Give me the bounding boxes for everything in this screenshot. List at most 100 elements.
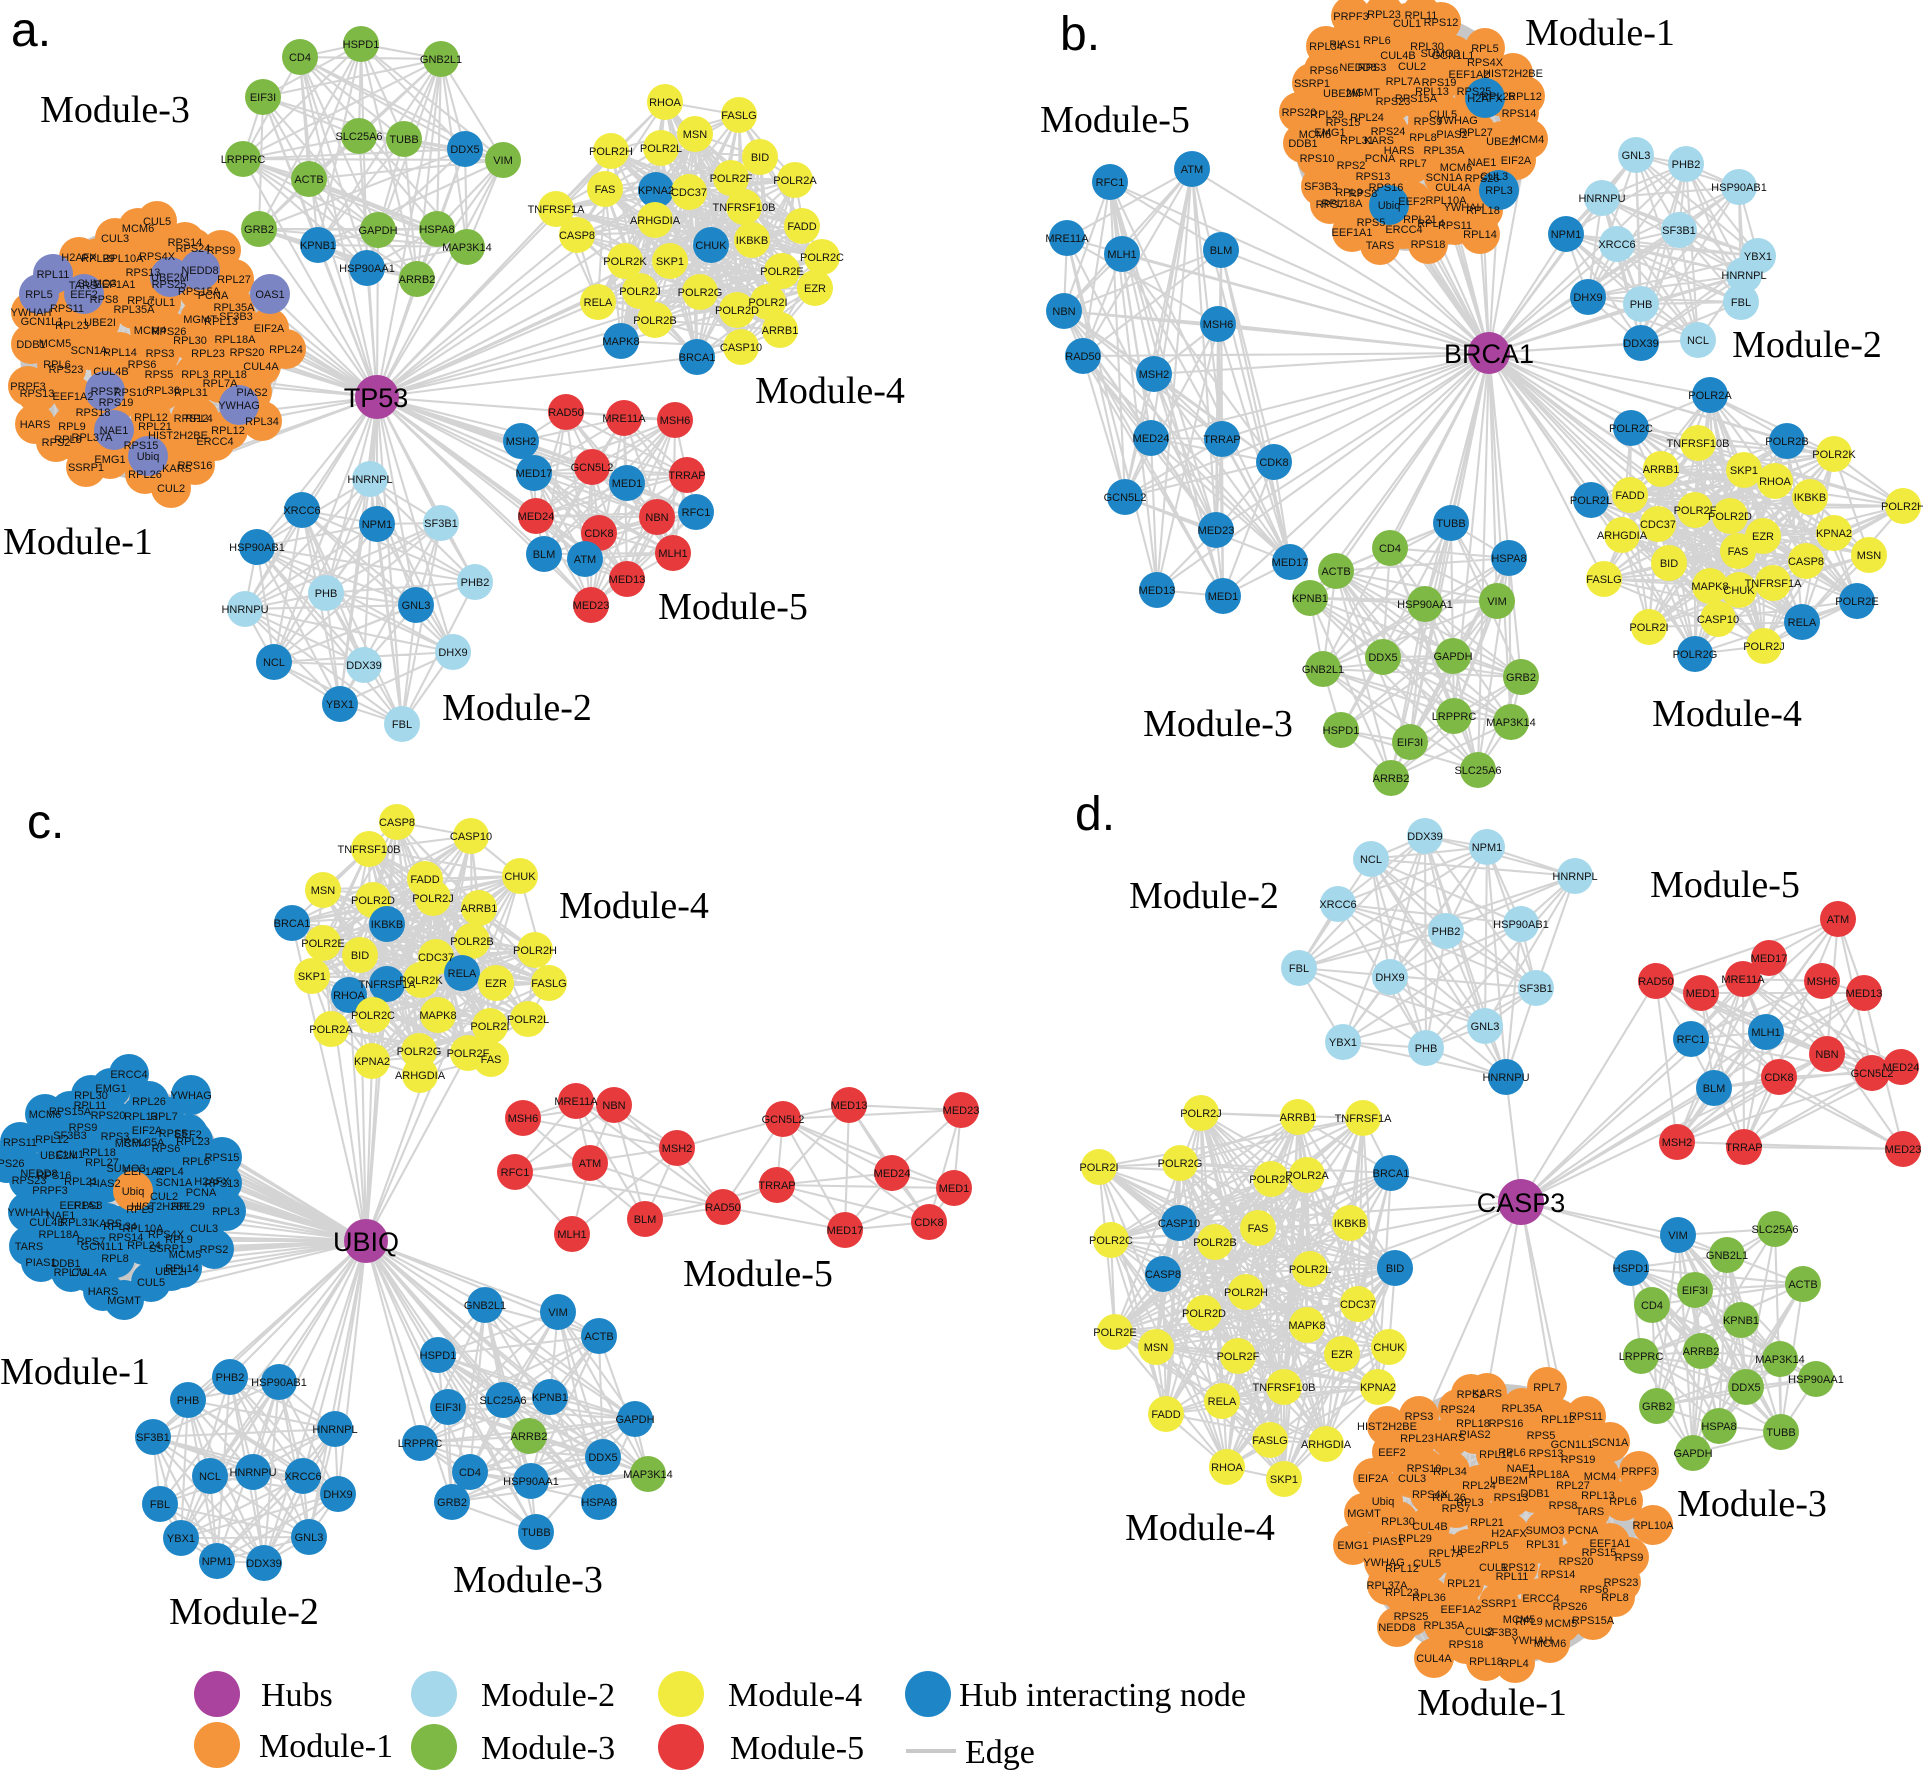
svg-text:RPL23: RPL23: [1367, 9, 1401, 21]
svg-text:PRPF3: PRPF3: [1333, 11, 1368, 23]
svg-text:YBX1: YBX1: [1329, 1037, 1357, 1049]
svg-text:PCNA: PCNA: [198, 290, 229, 302]
svg-text:BRCA1: BRCA1: [274, 918, 311, 930]
svg-text:DDX5: DDX5: [588, 1452, 617, 1464]
svg-text:Module-2: Module-2: [169, 1591, 319, 1633]
svg-text:RPL5: RPL5: [1481, 1540, 1509, 1552]
svg-text:RPL13: RPL13: [204, 316, 238, 328]
svg-text:RPS23: RPS23: [1376, 96, 1411, 108]
svg-text:PHB2: PHB2: [1672, 159, 1701, 171]
svg-text:RPL21: RPL21: [64, 1176, 98, 1188]
svg-text:FBL: FBL: [392, 719, 412, 731]
svg-text:Hub interacting node: Hub interacting node: [959, 1677, 1246, 1714]
svg-text:MED17: MED17: [1751, 953, 1788, 965]
svg-text:RHOA: RHOA: [1211, 1462, 1243, 1474]
svg-text:POLR2G: POLR2G: [1158, 1158, 1203, 1170]
svg-text:ACTB: ACTB: [584, 1331, 613, 1343]
svg-text:HSPA8: HSPA8: [419, 224, 454, 236]
svg-text:POLR2C: POLR2C: [351, 1010, 395, 1022]
svg-text:POLR2D: POLR2D: [351, 895, 395, 907]
svg-text:EIF2A: EIF2A: [1501, 155, 1532, 167]
svg-text:UBE2M: UBE2M: [1490, 1475, 1528, 1487]
svg-text:POLR2C: POLR2C: [1089, 1235, 1133, 1247]
svg-text:TARS: TARS: [1576, 1506, 1605, 1518]
svg-text:GAPDH: GAPDH: [615, 1414, 654, 1426]
svg-text:RPS11: RPS11: [1569, 1411, 1603, 1423]
svg-text:GNB2L1: GNB2L1: [464, 1300, 506, 1312]
svg-text:RPS12: RPS12: [1424, 17, 1459, 29]
svg-text:GCN5L2: GCN5L2: [571, 462, 614, 474]
svg-text:RPL4: RPL4: [1501, 1658, 1529, 1670]
svg-text:YWHAG: YWHAG: [1363, 1557, 1405, 1569]
svg-text:RPL12: RPL12: [211, 425, 245, 437]
svg-text:Module-1: Module-1: [3, 521, 153, 563]
svg-text:XRCC6: XRCC6: [284, 1471, 321, 1483]
svg-text:SUMO3: SUMO3: [1525, 1525, 1564, 1537]
svg-text:KPNB1: KPNB1: [300, 240, 336, 252]
svg-text:NAE1: NAE1: [47, 1210, 76, 1222]
svg-text:TUBB: TUBB: [1766, 1427, 1795, 1439]
svg-text:EMG1: EMG1: [94, 454, 125, 466]
svg-text:RPL34: RPL34: [245, 416, 279, 428]
svg-text:NAE1: NAE1: [1507, 1463, 1536, 1475]
svg-text:HSP90AA1: HSP90AA1: [1788, 1374, 1844, 1386]
svg-text:MCM6: MCM6: [1534, 1638, 1566, 1650]
svg-text:ATM: ATM: [579, 1158, 601, 1170]
svg-text:HNRNPL: HNRNPL: [347, 474, 392, 486]
svg-text:MSN: MSN: [683, 129, 708, 141]
svg-text:Module-4: Module-4: [728, 1677, 862, 1714]
svg-text:RPL10A: RPL10A: [1426, 195, 1468, 207]
svg-text:RPL12: RPL12: [1385, 1563, 1419, 1575]
svg-text:ARRB1: ARRB1: [461, 903, 498, 915]
svg-text:RPS13: RPS13: [126, 267, 161, 279]
svg-text:BLM: BLM: [533, 549, 556, 561]
svg-text:RPS8: RPS8: [1349, 188, 1378, 200]
svg-text:YBX1: YBX1: [326, 699, 354, 711]
svg-text:Module-5: Module-5: [1650, 864, 1800, 906]
svg-text:RPL23: RPL23: [55, 320, 89, 332]
svg-text:HSPD1: HSPD1: [1613, 1263, 1650, 1275]
svg-text:MCM6: MCM6: [29, 1109, 61, 1121]
svg-text:RPS13: RPS13: [20, 388, 55, 400]
svg-text:POLR2L: POLR2L: [1570, 495, 1612, 507]
svg-text:RPS15A: RPS15A: [1572, 1615, 1615, 1627]
svg-text:TNFRSF10B: TNFRSF10B: [1253, 1382, 1316, 1394]
svg-text:ARRB1: ARRB1: [1280, 1112, 1317, 1124]
svg-text:MSH2: MSH2: [506, 436, 537, 448]
svg-text:RPL8: RPL8: [1409, 132, 1437, 144]
svg-text:VIM: VIM: [493, 155, 513, 167]
svg-text:RPS18: RPS18: [76, 407, 111, 419]
svg-text:RPL26: RPL26: [128, 469, 162, 481]
svg-text:RPL24: RPL24: [269, 344, 303, 356]
svg-text:NEDD8: NEDD8: [20, 1168, 57, 1180]
svg-text:SUMO3: SUMO3: [1420, 48, 1459, 60]
svg-text:RPL13: RPL13: [1581, 1490, 1615, 1502]
svg-text:RPS5: RPS5: [1357, 217, 1386, 229]
svg-text:HNRNPU: HNRNPU: [229, 1467, 276, 1479]
svg-text:TRRAP: TRRAP: [668, 470, 705, 482]
svg-text:Module-3: Module-3: [40, 89, 190, 131]
svg-text:RPL3: RPL3: [212, 1206, 240, 1218]
svg-text:POLR2F: POLR2F: [1217, 1351, 1260, 1363]
svg-text:RPL9: RPL9: [1335, 187, 1363, 199]
svg-text:HNRNPL: HNRNPL: [1552, 871, 1597, 883]
svg-text:RPS3: RPS3: [146, 348, 175, 360]
svg-text:POLR2E: POLR2E: [760, 266, 803, 278]
svg-text:RPS7: RPS7: [1442, 1503, 1471, 1515]
svg-text:RPL11: RPL11: [74, 1100, 107, 1112]
svg-text:RPL4: RPL4: [1417, 218, 1445, 230]
svg-text:PHB: PHB: [1630, 299, 1653, 311]
svg-text:EMG1: EMG1: [1314, 127, 1345, 139]
svg-text:HIST2H2BE: HIST2H2BE: [1483, 68, 1543, 80]
svg-text:CDK8: CDK8: [584, 528, 613, 540]
svg-text:NBN: NBN: [1815, 1049, 1838, 1061]
svg-text:NEDD8: NEDD8: [1339, 62, 1376, 74]
svg-text:POLR2H: POLR2H: [1881, 501, 1923, 513]
svg-text:POLR2F: POLR2F: [447, 1048, 490, 1060]
svg-text:RPL14: RPL14: [165, 1263, 199, 1275]
svg-text:RPL23: RPL23: [176, 1136, 210, 1148]
svg-text:SLC25A6: SLC25A6: [1751, 1224, 1798, 1236]
svg-text:EZR: EZR: [485, 978, 507, 990]
svg-text:UBE2I: UBE2I: [1452, 1544, 1484, 1556]
svg-text:GAPDH: GAPDH: [358, 225, 397, 237]
